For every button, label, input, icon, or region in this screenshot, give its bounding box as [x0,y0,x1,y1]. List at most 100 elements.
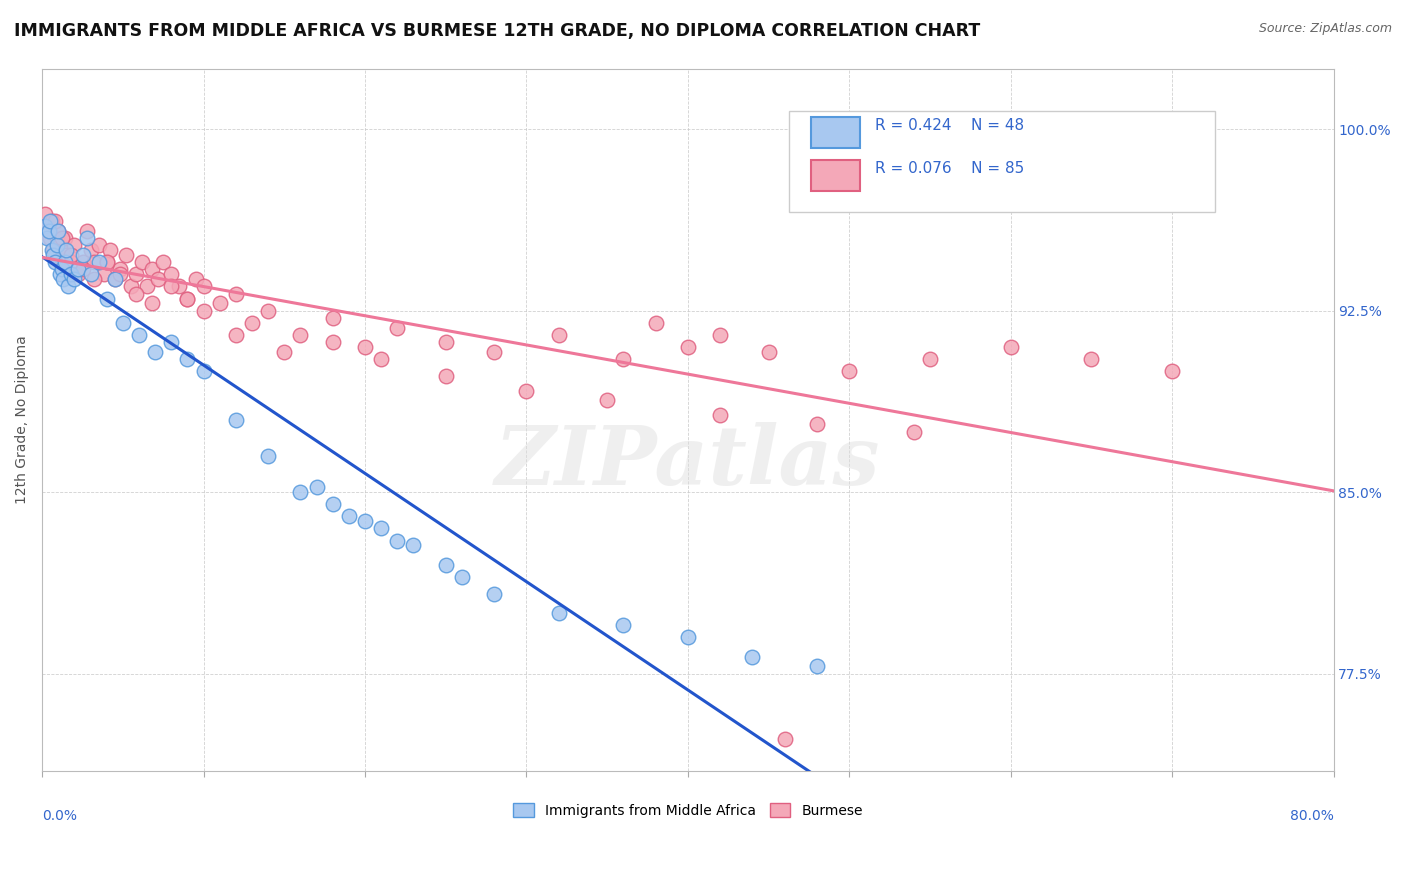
Point [225,412,247,426]
Point [160,279,183,293]
Point [98,243,121,257]
Point [612,618,634,632]
Point [41,214,63,228]
Point [838,364,860,378]
Point [45,231,67,245]
Point [51,243,73,257]
Point [56,268,79,282]
Point [104,272,127,286]
Point [72,262,94,277]
Point [806,417,828,432]
Point [322,335,344,350]
Point [63,272,86,286]
Point [83,272,105,286]
Point [53,255,76,269]
Point [72,248,94,262]
Point [806,659,828,673]
Point [148,272,170,286]
Point [370,521,392,535]
Point [38,224,60,238]
Point [337,509,360,524]
Point [176,292,198,306]
Point [44,248,66,262]
Point [208,296,231,310]
Point [44,255,66,269]
Point [38,224,60,238]
Point [104,272,127,286]
Point [72,255,94,269]
Point [225,327,247,342]
Point [83,255,105,269]
Point [547,327,569,342]
Point [143,344,166,359]
Point [63,238,86,252]
Point [193,364,215,378]
FancyBboxPatch shape [810,117,859,148]
Point [49,255,72,269]
Point [709,327,731,342]
Point [39,214,62,228]
Point [108,262,131,277]
Text: IMMIGRANTS FROM MIDDLE AFRICA VS BURMESE 12TH GRADE, NO DIPLOMA CORRELATION CHAR: IMMIGRANTS FROM MIDDLE AFRICA VS BURMESE… [14,22,980,40]
Point [79,243,101,257]
Point [305,480,328,494]
Text: R = 0.424    N = 48: R = 0.424 N = 48 [875,118,1024,133]
Point [79,268,101,282]
Point [1080,352,1102,367]
Point [131,255,153,269]
Point [176,352,198,367]
Point [676,631,699,645]
Point [152,255,174,269]
Point [136,279,159,293]
Point [96,255,118,269]
Point [387,320,409,334]
FancyBboxPatch shape [789,111,1215,212]
Point [60,268,83,282]
Point [290,485,312,500]
Point [52,255,75,269]
Point [290,327,312,342]
Point [141,262,163,277]
Point [240,316,263,330]
Point [612,352,634,367]
Point [257,303,280,318]
Point [451,570,474,584]
Point [128,327,150,342]
Point [115,248,138,262]
Point [55,248,77,262]
Point [1000,340,1022,354]
Point [903,425,925,439]
Point [34,219,56,233]
Point [515,384,537,398]
Point [160,268,183,282]
Point [42,248,65,262]
Point [46,224,69,238]
Point [741,649,763,664]
Point [111,316,134,330]
Point [676,340,699,354]
Point [35,231,58,245]
Point [141,296,163,310]
Point [125,268,148,282]
Point [60,255,83,269]
Point [52,272,75,286]
Point [434,558,457,572]
Point [184,272,207,286]
Point [193,303,215,318]
Point [918,352,941,367]
Point [387,533,409,548]
Point [354,340,377,354]
Point [45,238,67,252]
Point [1161,364,1184,378]
Point [547,606,569,620]
Point [41,243,63,257]
Point [596,393,619,408]
Point [66,262,89,277]
Point [370,352,392,367]
Point [273,344,295,359]
Point [87,255,110,269]
Text: R = 0.076    N = 85: R = 0.076 N = 85 [875,161,1025,177]
Point [160,335,183,350]
Point [76,224,98,238]
Point [60,248,83,262]
